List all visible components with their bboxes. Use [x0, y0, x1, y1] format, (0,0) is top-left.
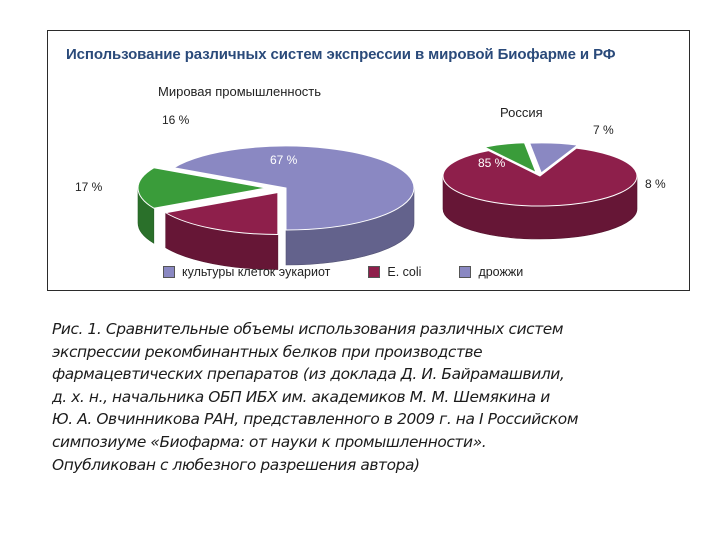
legend-swatch-eukaryote: [163, 266, 175, 278]
caption-line-7: Опубликован с любезного разрешения автор…: [52, 455, 420, 474]
legend-item-yeast: дрожжи: [459, 265, 523, 279]
caption-line-2: экспрессии рекомбинантных белков при про…: [52, 342, 483, 361]
chart-figure: Использование различных систем экспресси…: [47, 30, 690, 291]
caption-line-4: д. х. н., начальника ОБП ИБХ им. академи…: [52, 387, 550, 406]
legend-label-ecoli: E. coli: [387, 265, 422, 279]
pie-world-slice-eukaryote: [172, 145, 415, 266]
caption-line-5: Ю. А. Овчинникова РАН, представленного в…: [52, 410, 579, 429]
pie-russia-slice-yeast: [482, 142, 537, 174]
pie-labels: 67 % 17 % 16 % 85 % 7 % 8 %: [75, 113, 666, 194]
pie-title-world: Мировая промышленность: [158, 84, 321, 99]
figure-caption: Рис. 1. Сравнительные объемы использован…: [52, 318, 692, 476]
chart-title: Использование различных систем экспресси…: [66, 46, 616, 63]
legend-label-yeast: дрожжи: [478, 265, 524, 279]
pie-russia: [442, 142, 638, 240]
pie-title-russia: Россия: [500, 105, 543, 120]
legend-swatch-ecoli: [368, 266, 381, 278]
label-russia-ecoli: 85 %: [478, 156, 506, 170]
label-russia-yeast: 7 %: [593, 123, 614, 137]
legend-label-eukaryote: культуры клеток эукариот: [182, 265, 331, 279]
legend-item-eukaryote: культуры клеток эукариот: [163, 265, 330, 279]
pie-russia-slice-eukaryote: [528, 142, 579, 174]
label-world-yeast: 16 %: [162, 113, 190, 127]
legend-item-ecoli: E. coli: [368, 265, 421, 279]
caption-line-3: фармацевтических препаратов (из доклада …: [52, 365, 565, 384]
caption-line-6: симпозиуме «Биофарма: от науки к промышл…: [52, 432, 487, 451]
pie-russia-slice-ecoli: [442, 147, 638, 240]
pie-world: [137, 145, 415, 270]
legend: культуры клеток эукариот E. coli дрожжи: [163, 263, 561, 281]
label-russia-eukaryote: 8 %: [645, 177, 666, 191]
pie-world-slice-yeast: [137, 167, 267, 244]
label-world-ecoli: 17 %: [75, 180, 103, 194]
pie-world-slice-ecoli: [164, 191, 279, 270]
legend-swatch-yeast: [459, 266, 472, 278]
caption-line-1: Рис. 1. Сравнительные объемы использован…: [52, 320, 564, 338]
label-world-eukaryote: 67 %: [270, 153, 298, 167]
pie-charts: Мировая промышленность Россия 67 % 17 % 16…: [75, 84, 666, 270]
